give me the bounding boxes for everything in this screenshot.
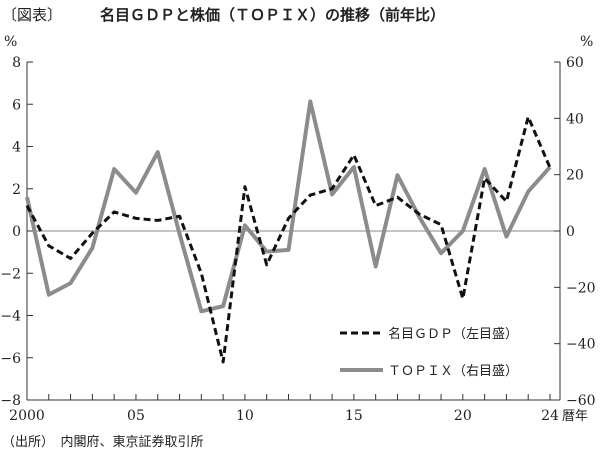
chart-title: 名目ＧＤＰと株価（ＴＯＰＩＸ）の推移（前年比） (100, 6, 445, 24)
series-line-topix (25, 99, 552, 314)
x-tick-label: 15 (345, 408, 363, 424)
right-tick-label: 40 (566, 111, 584, 127)
left-tick-label: 0 (12, 224, 21, 240)
left-tick-label: −8 (0, 393, 21, 409)
left-tick-label: 6 (12, 97, 21, 113)
x-tick-label: 24 (541, 408, 559, 424)
x-tick-label: 10 (236, 408, 254, 424)
left-tick-label: 2 (12, 182, 21, 198)
legend-label-gdp: 名目ＧＤＰ（左目盛） (388, 326, 518, 342)
right-unit: % (580, 34, 593, 50)
right-tick-label: 20 (566, 168, 584, 184)
source-note: （出所） 内閣府、東京証券取引所 (2, 434, 204, 450)
left-tick-label: 4 (12, 140, 21, 156)
left-tick-label: −6 (0, 351, 21, 367)
title-tag: 〔図表〕 (2, 6, 62, 24)
legend-label-topix: ＴＯＰＩＸ（右目盛） (388, 364, 518, 379)
right-tick-label: −40 (566, 337, 596, 353)
right-tick-label: 60 (566, 55, 584, 71)
right-tick-label: 0 (566, 224, 575, 240)
left-unit: % (4, 34, 17, 50)
left-tick-label: −4 (0, 309, 21, 325)
series-line-gdp (25, 115, 552, 364)
legend: 名目ＧＤＰ（左目盛） ＴＯＰＩＸ（右目盛） (340, 326, 518, 379)
left-tick-label: 8 (12, 55, 21, 71)
x-axis-label: 暦年 (562, 409, 588, 424)
right-tick-label: −60 (566, 393, 596, 409)
right-tick-label: −20 (566, 280, 596, 296)
x-tick-label: 20 (454, 408, 472, 424)
x-tick-label: 05 (127, 408, 145, 424)
left-tick-label: −2 (0, 266, 21, 282)
x-tick-label: 2000 (9, 408, 45, 424)
